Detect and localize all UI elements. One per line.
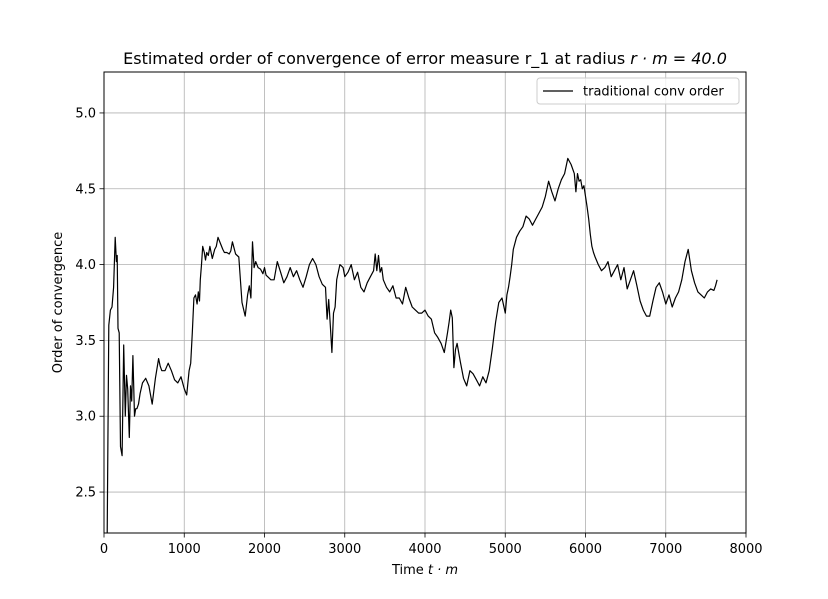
legend-entry: traditional conv order [583,85,724,100]
y-tick-label: 4.5 [75,182,96,197]
x-tick-label: 3000 [328,542,361,557]
x-tick-label: 6000 [569,542,602,557]
x-tick-label: 4000 [408,542,441,557]
x-tick-label: 0 [100,542,108,557]
y-axis-label: Order of convergence [51,232,66,374]
y-tick-label: 3.5 [75,334,96,349]
x-tick-label: 8000 [729,542,762,557]
x-axis-label: Time t · m [391,563,458,578]
y-tick-label: 2.5 [75,486,96,501]
legend: traditional conv order [537,78,739,104]
y-tick-label: 3.0 [75,410,96,425]
y-tick-label: 5.0 [75,106,96,121]
x-tick-label: 5000 [489,542,522,557]
chart-title: Estimated order of convergence of error … [123,49,727,69]
y-tick-label: 4.0 [75,258,96,273]
x-tick-label: 1000 [168,542,201,557]
x-tick-label: 2000 [248,542,281,557]
x-tick-label: 7000 [649,542,682,557]
